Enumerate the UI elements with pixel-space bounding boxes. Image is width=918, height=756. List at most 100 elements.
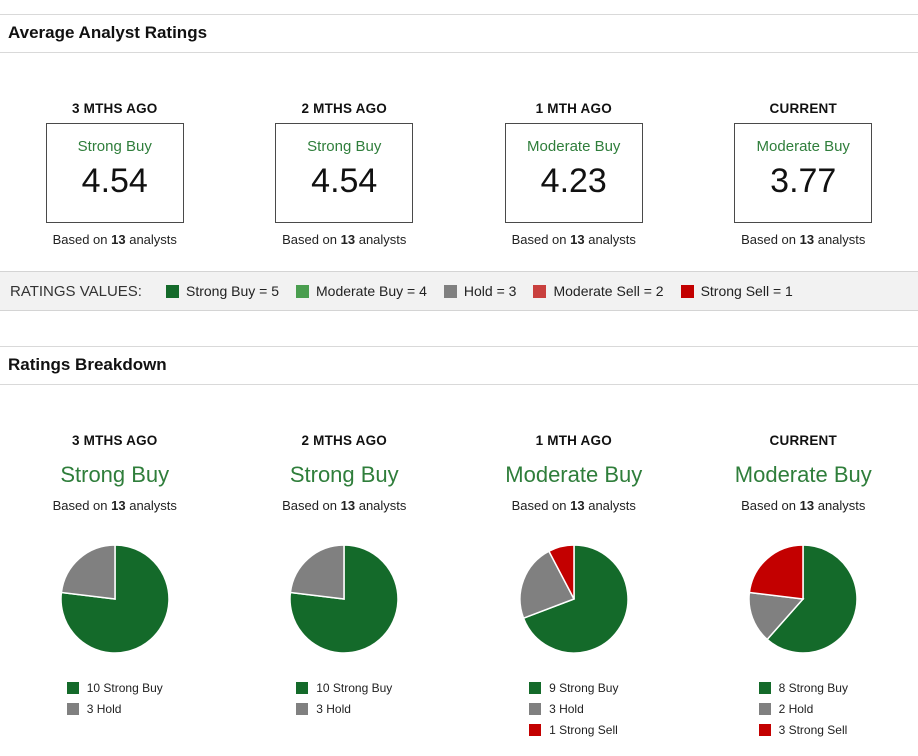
pie-slice-strong_sell: [750, 545, 804, 599]
analyst-count-note: Based on 13 analysts: [459, 232, 689, 247]
breakdown-column-2mths: 2 MTHS AGO Strong Buy Based on 13 analys…: [230, 433, 460, 744]
analyst-count: 13: [800, 498, 814, 513]
analyst-count-note: Based on 13 analysts: [230, 232, 460, 247]
ratings-value-label: Strong Buy = 5: [186, 283, 279, 299]
rating-box: Strong Buy 4.54: [275, 123, 413, 223]
rating-value: 4.54: [311, 164, 377, 198]
analyst-count-note: Based on 13 analysts: [0, 232, 230, 247]
consensus-rating-label: Strong Buy: [230, 462, 460, 488]
pie-chart-svg: [59, 543, 171, 655]
rating-box: Strong Buy 4.54: [46, 123, 184, 223]
avg-column-1mth: 1 MTH AGO Moderate Buy 4.23 Based on 13 …: [459, 101, 689, 247]
pie-chart: [0, 543, 230, 655]
ratings-value-item: Strong Buy = 5: [166, 283, 279, 299]
strong_sell-swatch-icon: [759, 724, 771, 736]
pie-legend-label: 3 Hold: [549, 702, 584, 716]
ratings-value-item: Moderate Buy = 4: [296, 283, 427, 299]
breakdown-column-1mth: 1 MTH AGO Moderate Buy Based on 13 analy…: [459, 433, 689, 744]
ratings-values-label: RATINGS VALUES:: [10, 283, 142, 300]
pie-legend-item: 2 Hold: [759, 702, 848, 716]
pie-chart: [689, 543, 918, 655]
rating-box: Moderate Buy 4.23: [505, 123, 643, 223]
pie-legend: 10 Strong Buy 3 Hold: [67, 681, 163, 723]
analyst-count: 13: [800, 232, 814, 247]
moderate_buy-swatch-icon: [296, 285, 309, 298]
rating-label: Strong Buy: [307, 138, 381, 155]
analyst-count-note: Based on 13 analysts: [689, 232, 918, 247]
period-label: 3 MTHS AGO: [0, 101, 230, 116]
hold-swatch-icon: [529, 703, 541, 715]
pie-chart-svg: [747, 543, 859, 655]
consensus-rating-label: Strong Buy: [0, 462, 230, 488]
ratings-value-label: Moderate Sell = 2: [553, 283, 663, 299]
period-label: 3 MTHS AGO: [0, 433, 230, 448]
pie-legend-item: 10 Strong Buy: [67, 681, 163, 695]
strong_buy-swatch-icon: [67, 682, 79, 694]
ratings-value-label: Hold = 3: [464, 283, 517, 299]
pie-chart-svg: [518, 543, 630, 655]
analyst-count: 13: [570, 232, 584, 247]
period-label: 2 MTHS AGO: [230, 101, 460, 116]
pie-chart: [459, 543, 689, 655]
period-label: CURRENT: [689, 433, 918, 448]
pie-legend-item: 10 Strong Buy: [296, 681, 392, 695]
hold-swatch-icon: [67, 703, 79, 715]
period-label: CURRENT: [689, 101, 918, 116]
pie-chart: [230, 543, 460, 655]
ratings-values-strip: RATINGS VALUES: Strong Buy = 5 Moderate B…: [0, 271, 918, 311]
rating-value: 4.23: [541, 164, 607, 198]
analyst-count: 13: [341, 232, 355, 247]
pie-slice-hold: [61, 545, 115, 599]
average-ratings-section: Average Analyst Ratings 3 MTHS AGO Stron…: [0, 14, 918, 311]
pie-legend-label: 8 Strong Buy: [779, 681, 848, 695]
analyst-count: 13: [111, 498, 125, 513]
ratings-value-label: Strong Sell = 1: [701, 283, 793, 299]
rating-box: Moderate Buy 3.77: [734, 123, 872, 223]
pie-legend-item: 3 Hold: [529, 702, 618, 716]
pie-slice-hold: [291, 545, 345, 599]
analyst-count-note: Based on 13 analysts: [230, 498, 460, 513]
pie-legend-item: 3 Hold: [296, 702, 392, 716]
strong_buy-swatch-icon: [166, 285, 179, 298]
strong_buy-swatch-icon: [296, 682, 308, 694]
pie-legend-label: 2 Hold: [779, 702, 814, 716]
avg-column-2mths: 2 MTHS AGO Strong Buy 4.54 Based on 13 a…: [230, 101, 460, 247]
analyst-count: 13: [341, 498, 355, 513]
ratings-value-item: Hold = 3: [444, 283, 517, 299]
rating-label: Moderate Buy: [757, 138, 850, 155]
analyst-count: 13: [570, 498, 584, 513]
analyst-count-note: Based on 13 analysts: [0, 498, 230, 513]
breakdown-column-current: CURRENT Moderate Buy Based on 13 analyst…: [689, 433, 918, 744]
pie-legend: 9 Strong Buy 3 Hold 1 Strong Sell: [529, 681, 618, 744]
rating-label: Moderate Buy: [527, 138, 620, 155]
pie-legend-label: 10 Strong Buy: [87, 681, 163, 695]
consensus-rating-label: Moderate Buy: [459, 462, 689, 488]
average-ratings-columns: 3 MTHS AGO Strong Buy 4.54 Based on 13 a…: [0, 67, 918, 247]
pie-legend: 10 Strong Buy 3 Hold: [296, 681, 392, 723]
pie-legend-label: 3 Hold: [316, 702, 351, 716]
ratings-breakdown-section: Ratings Breakdown 3 MTHS AGO Strong Buy …: [0, 346, 918, 744]
section-title-ratings-breakdown: Ratings Breakdown: [0, 346, 918, 385]
analyst-ratings-widget: Average Analyst Ratings 3 MTHS AGO Stron…: [0, 14, 918, 744]
pie-legend-label: 10 Strong Buy: [316, 681, 392, 695]
pie-legend-item: 3 Strong Sell: [759, 723, 848, 737]
period-label: 1 MTH AGO: [459, 101, 689, 116]
strong_buy-swatch-icon: [529, 682, 541, 694]
rating-label: Strong Buy: [78, 138, 152, 155]
analyst-count-note: Based on 13 analysts: [689, 498, 918, 513]
pie-chart-svg: [288, 543, 400, 655]
pie-legend: 8 Strong Buy 2 Hold 3 Strong Sell: [759, 681, 848, 744]
hold-swatch-icon: [444, 285, 457, 298]
ratings-values-items: Strong Buy = 5 Moderate Buy = 4 Hold = 3 Mo…: [166, 283, 810, 299]
breakdown-columns: 3 MTHS AGO Strong Buy Based on 13 analys…: [0, 399, 918, 744]
period-label: 2 MTHS AGO: [230, 433, 460, 448]
ratings-value-item: Strong Sell = 1: [681, 283, 793, 299]
pie-legend-label: 3 Strong Sell: [779, 723, 848, 737]
analyst-count-note: Based on 13 analysts: [459, 498, 689, 513]
ratings-value-label: Moderate Buy = 4: [316, 283, 427, 299]
pie-legend-item: 3 Hold: [67, 702, 163, 716]
pie-legend-item: 9 Strong Buy: [529, 681, 618, 695]
avg-column-current: CURRENT Moderate Buy 3.77 Based on 13 an…: [689, 101, 918, 247]
breakdown-column-3mths: 3 MTHS AGO Strong Buy Based on 13 analys…: [0, 433, 230, 744]
pie-legend-item: 1 Strong Sell: [529, 723, 618, 737]
